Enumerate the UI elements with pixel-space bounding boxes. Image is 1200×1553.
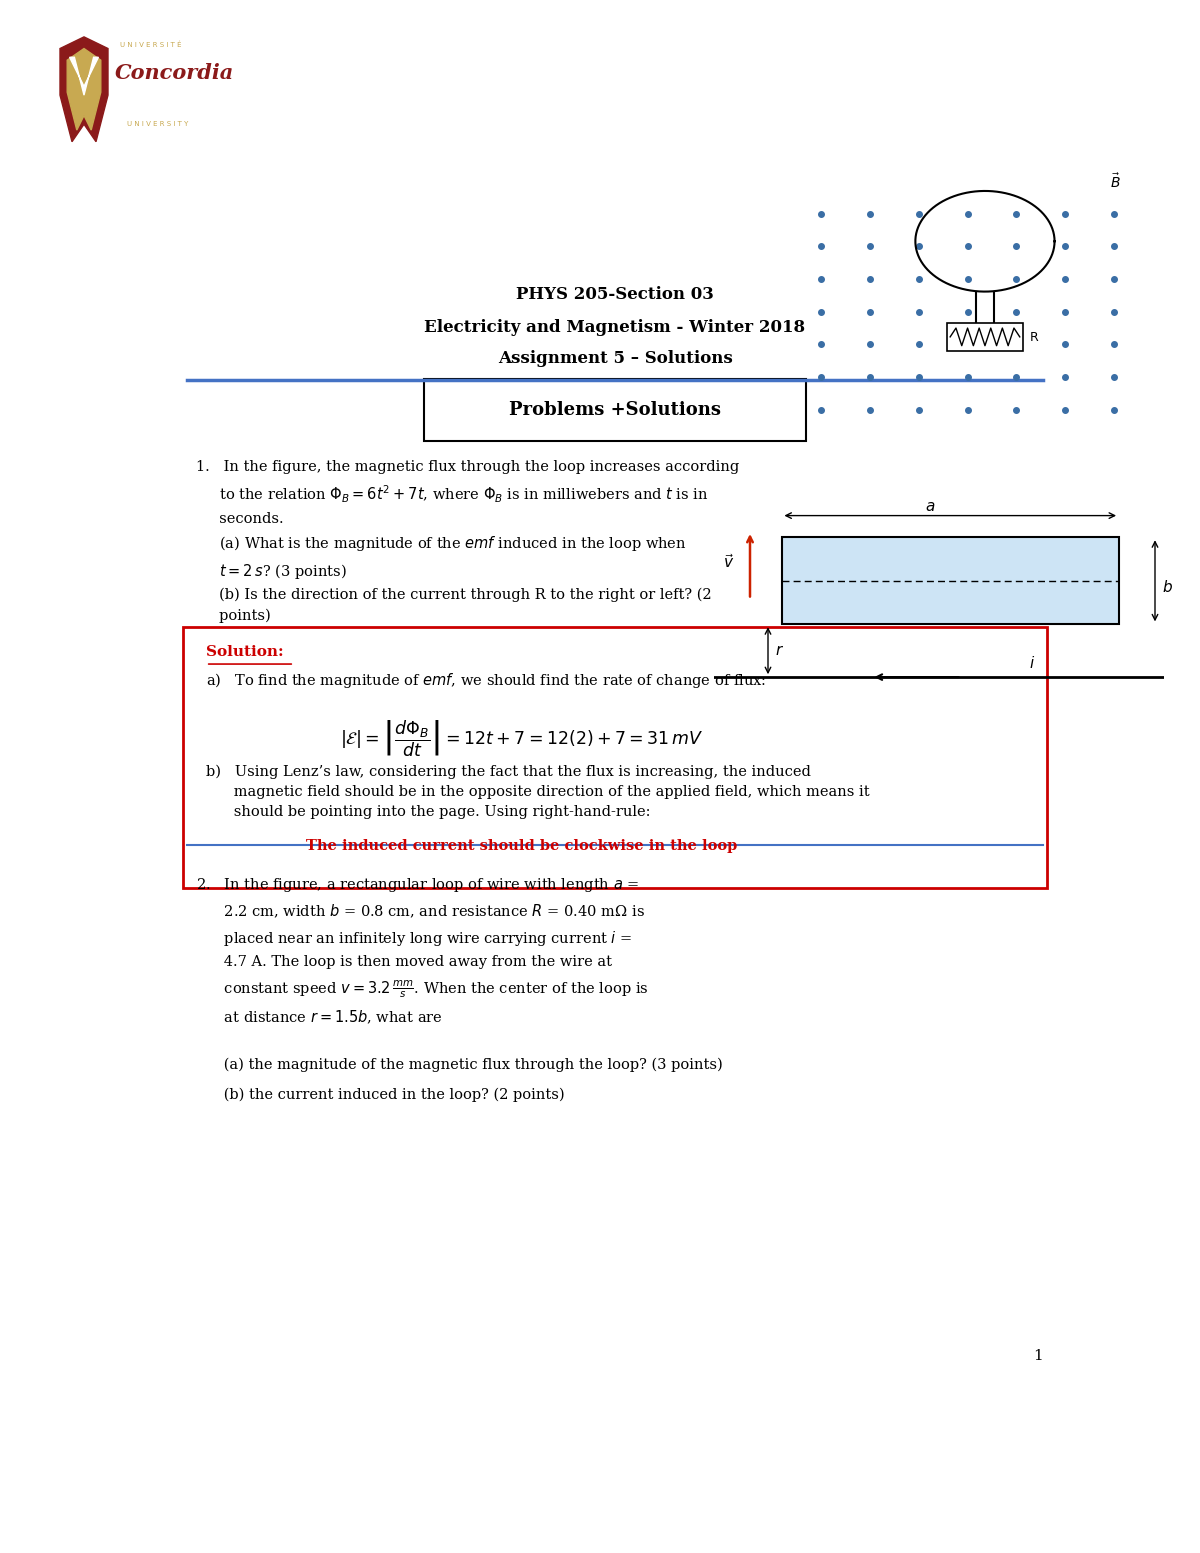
FancyBboxPatch shape (182, 627, 1048, 888)
Text: R: R (1030, 331, 1039, 343)
Text: Problems +Solutions: Problems +Solutions (509, 401, 721, 419)
Text: $r$: $r$ (775, 643, 784, 658)
Text: PHYS 205-Section 03: PHYS 205-Section 03 (516, 286, 714, 303)
Text: $|\mathcal{E}| = \left|\dfrac{d\Phi_B}{dt}\right| = 12t + 7 = 12(2) + 7 = 31\,mV: $|\mathcal{E}| = \left|\dfrac{d\Phi_B}{d… (341, 719, 703, 759)
Text: $b$: $b$ (1162, 579, 1172, 595)
Text: 1: 1 (1033, 1350, 1043, 1364)
Text: 1.   In the figure, the magnetic flux through the loop increases according
     : 1. In the figure, the magnetic flux thro… (197, 460, 739, 623)
Text: The induced current should be clockwise in the loop: The induced current should be clockwise … (306, 839, 738, 853)
Bar (781, 537, 1120, 624)
Bar (947, 323, 1024, 351)
Text: (b) the current induced in the loop? (2 points): (b) the current induced in the loop? (2 … (197, 1087, 565, 1101)
Text: (a) the magnitude of the magnetic flux through the loop? (3 points): (a) the magnitude of the magnetic flux t… (197, 1058, 724, 1073)
Polygon shape (67, 48, 101, 130)
Text: U N I V E R S I T É: U N I V E R S I T É (120, 42, 181, 48)
Text: $\vec{B}$: $\vec{B}$ (1110, 172, 1121, 191)
Text: U N I V E R S I T Y: U N I V E R S I T Y (127, 121, 188, 127)
Text: Solution:: Solution: (206, 644, 283, 658)
Text: $a$: $a$ (925, 499, 935, 514)
Polygon shape (60, 37, 108, 141)
Text: $i$: $i$ (1030, 655, 1036, 671)
Polygon shape (70, 57, 98, 95)
Text: Concordia: Concordia (115, 64, 234, 84)
Text: Assignment 5 – Solutions: Assignment 5 – Solutions (498, 349, 732, 367)
Text: $\vec{v}$: $\vec{v}$ (722, 553, 734, 572)
Text: b)   Using Lenz’s law, considering the fact that the flux is increasing, the ind: b) Using Lenz’s law, considering the fac… (206, 764, 870, 818)
FancyBboxPatch shape (425, 379, 805, 441)
Text: a)   To find the magnitude of $emf$, we should find the rate of change of flux:: a) To find the magnitude of $emf$, we sh… (206, 671, 766, 690)
Text: Electricity and Magnetism - Winter 2018: Electricity and Magnetism - Winter 2018 (425, 318, 805, 335)
Text: 2.   In the figure, a rectangular loop of wire with length $a$ =
      2.2 cm, w: 2. In the figure, a rectangular loop of … (197, 876, 649, 1027)
